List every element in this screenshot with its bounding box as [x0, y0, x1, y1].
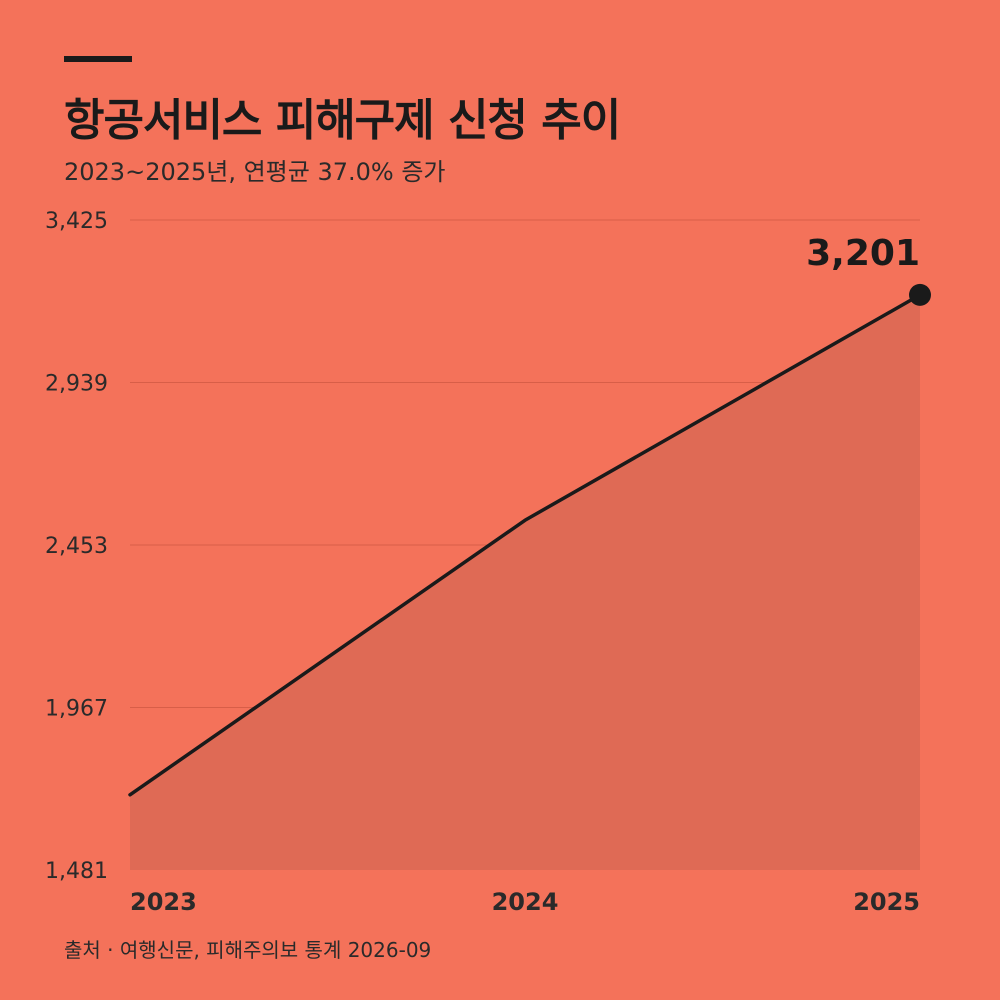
- highlight-value-label: 3,201: [806, 233, 920, 274]
- title-accent-bar: [64, 56, 132, 62]
- y-tick-label: 1,967: [45, 697, 108, 722]
- x-tick-label: 2025: [853, 888, 920, 916]
- y-tick-label: 1,481: [45, 859, 108, 884]
- highlight-point: [909, 283, 931, 306]
- chart-subtitle: 2023~2025년, 연평균 37.0% 증가: [64, 158, 446, 186]
- y-tick-label: 3,425: [45, 209, 108, 234]
- chart-title: 항공서비스 피해구제 신청 추이: [64, 95, 621, 146]
- source-note: 출처 · 여행신문, 피해주의보 통계 2026-09: [64, 938, 432, 962]
- area-fill: [130, 294, 920, 871]
- series-line: [128, 293, 922, 797]
- y-tick-label: 2,939: [45, 372, 108, 397]
- x-tick-label: 2024: [492, 888, 559, 916]
- x-tick-label: 2023: [130, 888, 197, 916]
- y-tick-label: 2,453: [45, 534, 108, 559]
